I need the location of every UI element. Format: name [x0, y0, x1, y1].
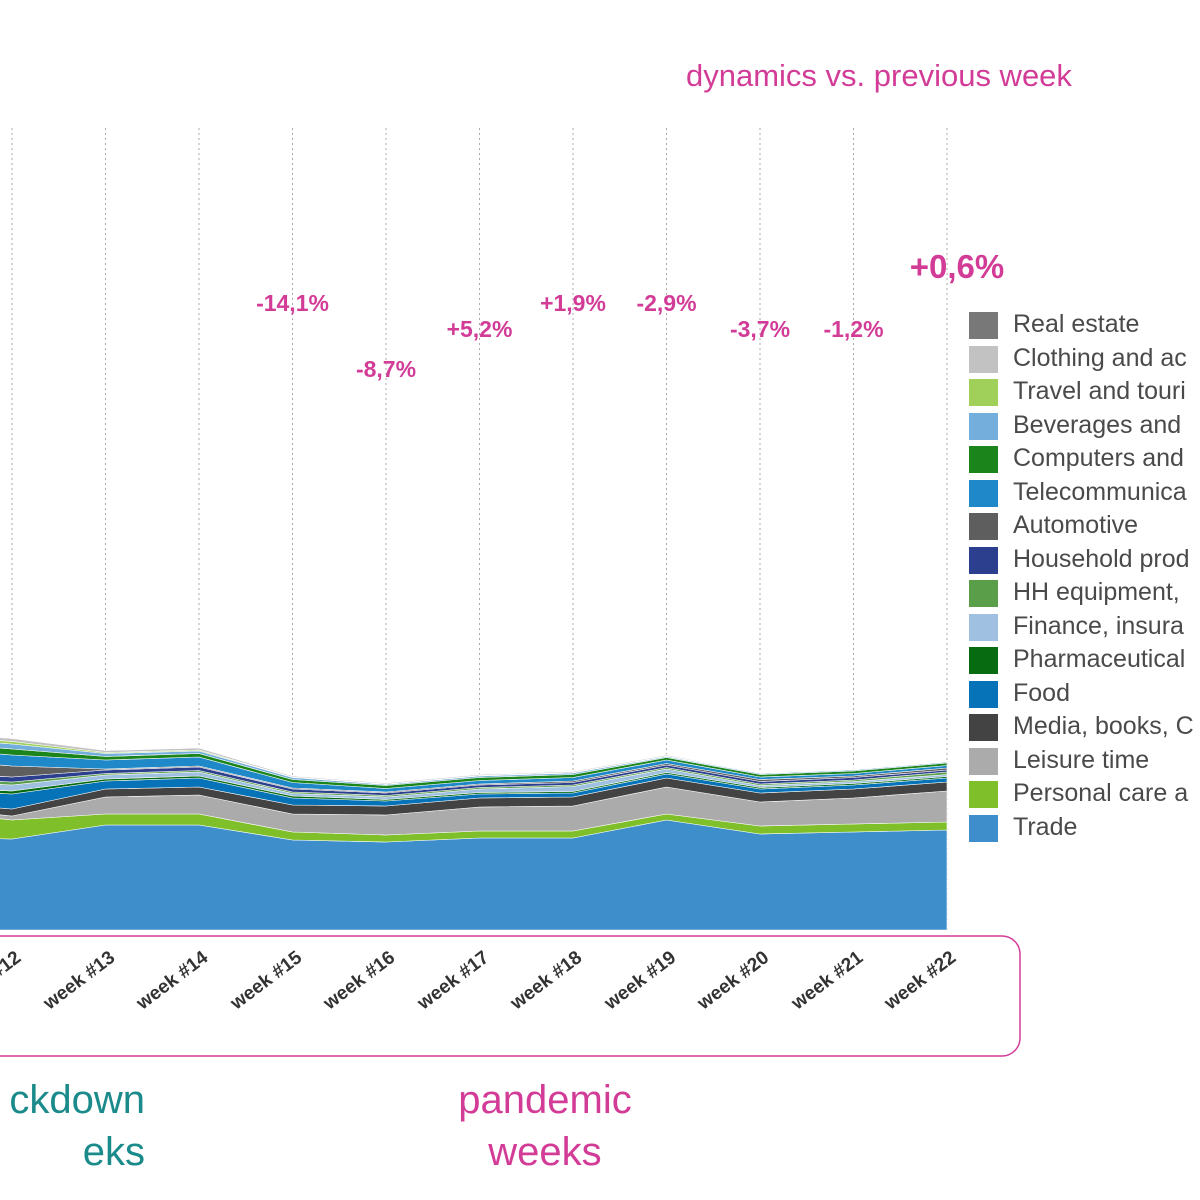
legend-swatch [969, 613, 998, 641]
week-axis-frame [0, 935, 1021, 1057]
dynamics-label: +1,9% [540, 290, 606, 316]
legend-label: Finance, insura [1013, 611, 1184, 640]
legend-label: Real estate [1013, 310, 1140, 338]
legend-swatch [969, 747, 998, 775]
legend-swatch [969, 781, 998, 808]
legend-label: Food [1013, 678, 1070, 707]
dynamics-label: -14,1% [256, 290, 329, 316]
legend-label: Beverages and [1013, 410, 1182, 439]
pandemic-label-line: pandemic [458, 1078, 632, 1122]
area-series [0, 736, 948, 931]
legend-label: Media, books, C [1013, 712, 1194, 740]
legend-swatch [969, 814, 998, 842]
dynamics-label: +0,6% [909, 248, 1005, 285]
lockdown-weeks-label: ckdown eks [9, 1074, 145, 1178]
legend-swatch [969, 479, 998, 507]
legend-swatch [969, 714, 998, 741]
legend-swatch [969, 412, 998, 440]
chart-title: dynamics vs. previous week [686, 58, 1072, 93]
legend-label: Household prod [1013, 544, 1190, 573]
dynamics-label: -8,7% [355, 356, 417, 382]
dynamics-label: -3,7% [729, 316, 791, 342]
lockdown-label-line: ckdown [9, 1078, 145, 1122]
pandemic-label-line: weeks [488, 1130, 602, 1174]
legend-swatch [969, 680, 998, 708]
dynamics-label: +5,2% [446, 316, 513, 342]
legend-swatch [969, 345, 998, 373]
legend-label: Personal care a [1013, 779, 1189, 807]
dynamics-label: -1,2% [823, 316, 884, 342]
legend-label: Automotive [1013, 511, 1139, 539]
legend-label: Computers and [1013, 444, 1184, 472]
legend-label: HH equipment, [1013, 578, 1180, 606]
legend-swatch [969, 446, 998, 473]
legend-label: Clothing and ac [1013, 343, 1187, 372]
legend-label: Leisure time [1013, 745, 1150, 774]
area-real-estate [0, 736, 948, 784]
legend-swatch [969, 546, 998, 574]
dynamics-label: -2,9% [636, 290, 697, 316]
legend-swatch [969, 379, 998, 406]
legend-label: Travel and touri [1013, 377, 1186, 405]
legend-swatch [969, 647, 998, 674]
lockdown-label-line: eks [82, 1130, 145, 1174]
legend-swatch [969, 580, 998, 607]
legend-swatch [969, 312, 998, 339]
legend-label: Telecommunica [1013, 477, 1187, 506]
legend-label: Trade [1013, 812, 1078, 841]
legend-label: Pharmaceutical [1013, 645, 1186, 673]
grid-lines [11, 128, 948, 930]
legend-swatch [969, 513, 998, 540]
pandemic-weeks-label: pandemic weeks [458, 1074, 631, 1178]
